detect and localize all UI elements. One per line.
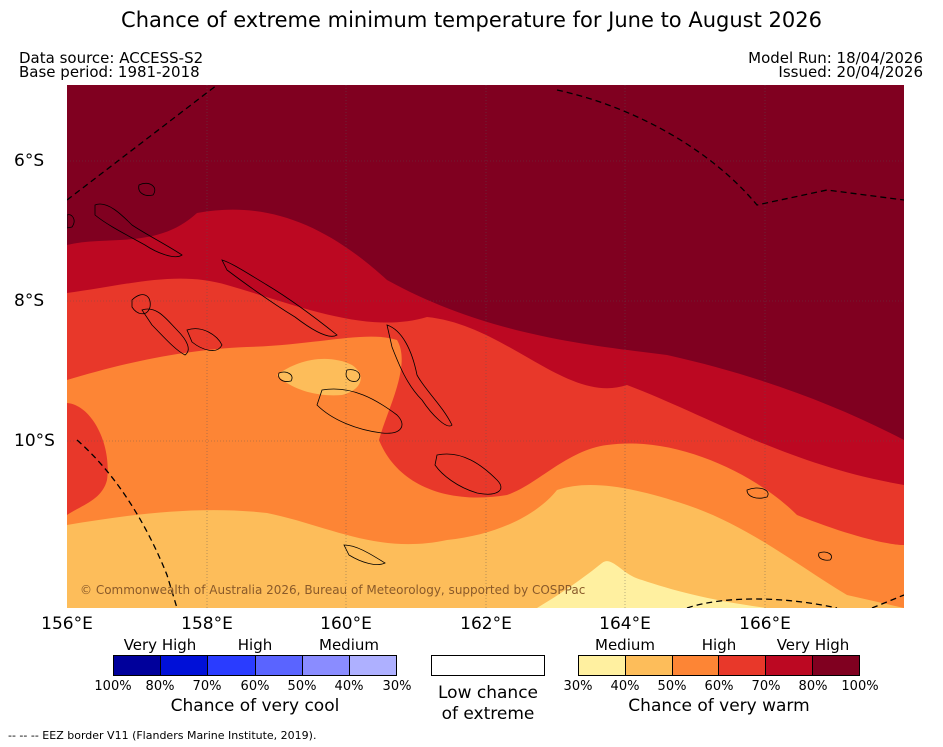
cool-tick: 30% bbox=[382, 679, 412, 694]
model-run: Model Run: 18/04/2026 bbox=[748, 49, 923, 67]
warm-category-high: High bbox=[701, 636, 737, 654]
cool-tick: 50% bbox=[287, 679, 317, 694]
data-source: Data source: ACCESS-S2 bbox=[19, 49, 204, 67]
cool-category-very-high: Very High bbox=[123, 636, 197, 654]
cool-colorbar bbox=[113, 655, 397, 676]
lon-label-158: 158°E bbox=[181, 614, 233, 634]
lon-label-160: 160°E bbox=[320, 614, 372, 634]
cool-category-medium: Medium bbox=[319, 636, 379, 654]
warm-swatch bbox=[719, 656, 767, 675]
issued-date: Issued: 20/04/2026 bbox=[778, 63, 923, 81]
warm-tick: 100% bbox=[841, 679, 879, 694]
warm-swatch bbox=[625, 656, 673, 675]
eez-footnote: -- -- -- EEZ border V11 (Flanders Marine… bbox=[8, 729, 317, 742]
neutral-legend-line1: Low chance bbox=[438, 683, 538, 703]
warm-category-very-high: Very High bbox=[776, 636, 850, 654]
warm-tick: 50% bbox=[657, 679, 687, 694]
cool-swatch bbox=[255, 656, 303, 675]
lat-label-8s: 8°S bbox=[14, 291, 45, 311]
map-canvas bbox=[66, 84, 905, 609]
neutral-legend-line2: of extreme bbox=[441, 704, 535, 724]
lat-label-6s: 6°S bbox=[14, 151, 45, 171]
warm-tick: 60% bbox=[704, 679, 734, 694]
warm-swatch bbox=[813, 656, 859, 675]
band-medium-30-40 bbox=[537, 561, 767, 608]
band-medium-40-50-pocket bbox=[277, 358, 361, 396]
chart-title: Chance of extreme minimum temperature fo… bbox=[121, 8, 822, 32]
lat-label-10s: 10°S bbox=[14, 431, 55, 451]
lon-label-162: 162°E bbox=[460, 614, 512, 634]
band-high-60-70-left bbox=[67, 403, 108, 515]
eez-borders bbox=[66, 84, 905, 609]
cool-tick: 100% bbox=[94, 679, 132, 694]
cool-swatch bbox=[349, 656, 397, 675]
cool-swatch bbox=[161, 656, 209, 675]
warm-colorbar bbox=[578, 655, 860, 676]
warm-tick: 80% bbox=[798, 679, 828, 694]
warm-swatch bbox=[579, 656, 626, 675]
cool-tick: 40% bbox=[334, 679, 364, 694]
warm-category-medium: Medium bbox=[595, 636, 655, 654]
warm-tick: 70% bbox=[751, 679, 781, 694]
cool-legend-title: Chance of very cool bbox=[170, 696, 340, 716]
cool-tick: 60% bbox=[240, 679, 270, 694]
cool-category-high: High bbox=[237, 636, 273, 654]
lon-label-164: 164°E bbox=[599, 614, 651, 634]
island-outlines bbox=[66, 182, 832, 565]
lon-label-166: 166°E bbox=[739, 614, 791, 634]
graticule bbox=[67, 85, 904, 608]
warm-swatch bbox=[766, 656, 814, 675]
cool-swatch bbox=[208, 656, 256, 675]
warm-swatch bbox=[672, 656, 720, 675]
cool-tick: 70% bbox=[192, 679, 222, 694]
cool-swatch bbox=[114, 656, 162, 675]
map-copyright: © Commonwealth of Australia 2026, Bureau… bbox=[80, 583, 586, 597]
warm-tick: 40% bbox=[610, 679, 640, 694]
cool-tick: 80% bbox=[145, 679, 175, 694]
lon-label-156: 156°E bbox=[41, 614, 93, 634]
cool-swatch bbox=[302, 656, 350, 675]
warm-tick: 30% bbox=[563, 679, 593, 694]
forecast-map: © Commonwealth of Australia 2026, Bureau… bbox=[66, 84, 905, 609]
neutral-colorbar bbox=[431, 655, 545, 676]
band-medium-40-50 bbox=[67, 485, 904, 608]
warm-legend-title: Chance of very warm bbox=[628, 696, 810, 716]
base-period: Base period: 1981-2018 bbox=[19, 63, 200, 81]
